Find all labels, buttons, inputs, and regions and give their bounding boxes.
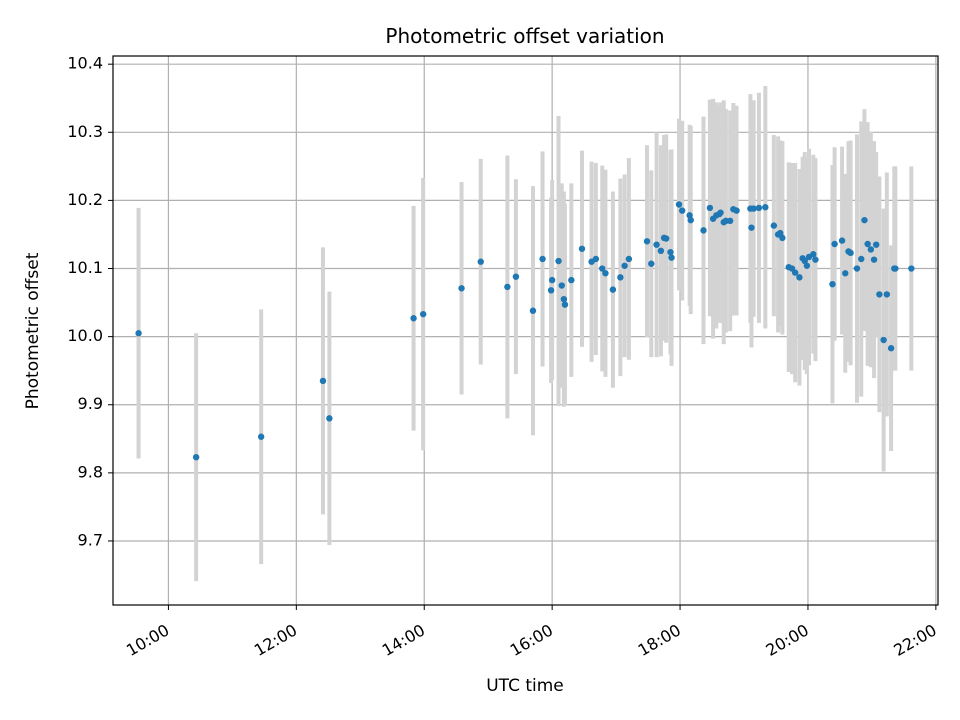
data-point xyxy=(547,287,555,294)
data-point xyxy=(643,238,651,245)
data-point xyxy=(477,258,484,265)
data-point xyxy=(880,336,887,344)
y-tick-label: 10.1 xyxy=(67,258,103,277)
y-axis-label: Photometric offset xyxy=(23,252,43,409)
data-point xyxy=(609,286,617,293)
data-point xyxy=(599,265,606,272)
data-point xyxy=(892,265,899,272)
data-point xyxy=(648,260,655,267)
data-point xyxy=(853,265,861,272)
data-point xyxy=(717,209,724,216)
data-point xyxy=(555,257,562,265)
data-point xyxy=(668,254,675,261)
data-point xyxy=(621,262,628,269)
data-point xyxy=(700,227,707,234)
data-point xyxy=(812,256,819,263)
data-point xyxy=(791,269,799,276)
data-point xyxy=(592,255,600,263)
data-point xyxy=(770,222,778,229)
data-point xyxy=(135,330,142,337)
y-tick-label: 9.9 xyxy=(78,394,103,413)
data-point xyxy=(653,241,660,248)
data-point xyxy=(803,262,811,269)
data-point xyxy=(842,270,849,277)
data-point xyxy=(548,276,556,284)
y-tick-label: 9.8 xyxy=(78,462,103,481)
data-point xyxy=(662,235,670,242)
y-tick-label: 10.2 xyxy=(67,190,103,209)
y-tick-label: 10.4 xyxy=(67,54,103,73)
data-point xyxy=(558,282,565,289)
data-point xyxy=(675,201,683,208)
data-point xyxy=(560,295,568,303)
data-point xyxy=(539,255,546,263)
plot-frame xyxy=(112,55,939,606)
data-point xyxy=(864,240,871,248)
data-point xyxy=(876,291,883,298)
data-point xyxy=(847,249,854,257)
data-point xyxy=(867,246,875,253)
data-point xyxy=(883,291,891,298)
data-point xyxy=(887,345,895,352)
data-point xyxy=(801,257,808,265)
data-point xyxy=(779,234,786,242)
data-point xyxy=(617,274,624,281)
data-point xyxy=(667,248,674,256)
y-tick-label: 10.0 xyxy=(67,326,103,345)
data-point xyxy=(872,241,880,248)
x-axis-label: UTC time xyxy=(486,676,564,696)
data-point xyxy=(726,217,734,225)
data-point xyxy=(858,255,865,263)
data-point xyxy=(831,240,838,248)
y-axis-ticks: 9.7 9.8 9.9 10.0 10.1 10.2 10.3 10.4 xyxy=(67,54,113,549)
data-point xyxy=(777,229,784,237)
data-points xyxy=(135,201,915,461)
data-point xyxy=(512,273,520,280)
data-point xyxy=(319,377,327,385)
data-point xyxy=(602,270,609,277)
data-point xyxy=(410,315,417,322)
data-point xyxy=(678,207,686,214)
data-point xyxy=(755,204,763,212)
data-point xyxy=(829,280,836,288)
data-point xyxy=(504,283,511,291)
data-point xyxy=(870,256,878,263)
data-point xyxy=(625,255,633,263)
data-point xyxy=(750,205,757,212)
data-point xyxy=(568,276,575,284)
data-point xyxy=(810,251,817,258)
data-point xyxy=(762,204,769,211)
y-tick-label: 9.7 xyxy=(78,530,103,549)
data-point xyxy=(458,285,465,292)
data-point xyxy=(861,216,868,224)
data-point xyxy=(687,216,694,224)
data-point xyxy=(686,212,693,219)
data-point xyxy=(419,310,427,318)
data-point xyxy=(529,307,537,314)
y-tick-label: 10.3 xyxy=(67,122,103,141)
chart-title: Photometric offset variation xyxy=(385,24,664,48)
data-point xyxy=(326,415,333,422)
data-point xyxy=(578,245,586,252)
data-point xyxy=(257,433,265,440)
data-point xyxy=(657,247,665,255)
data-point xyxy=(561,301,569,308)
data-point xyxy=(908,265,915,272)
data-point xyxy=(796,274,803,281)
data-point xyxy=(733,207,740,214)
data-point xyxy=(748,224,755,231)
data-point xyxy=(706,204,714,212)
data-point xyxy=(192,453,200,461)
data-point xyxy=(838,237,846,244)
